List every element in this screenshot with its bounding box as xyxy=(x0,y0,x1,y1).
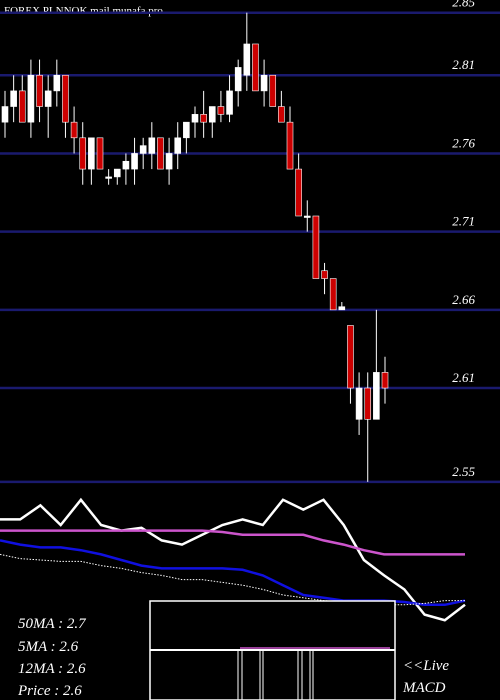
annotation: 50MA : 2.7 xyxy=(18,616,87,632)
candle-body xyxy=(329,278,337,311)
y-tick-label: 2.61 xyxy=(452,370,475,385)
annotation: 12MA : 2.6 xyxy=(18,661,86,677)
annotation: 5MA : 2.6 xyxy=(18,639,79,655)
candle-body xyxy=(183,121,190,139)
y-tick-label: 2.76 xyxy=(452,135,475,150)
candle-body xyxy=(131,153,138,170)
macd-bar xyxy=(309,649,314,700)
candle-body xyxy=(217,106,225,115)
candle-body xyxy=(252,43,259,92)
annotation: MACD xyxy=(402,680,446,696)
candle-body xyxy=(243,43,251,76)
macd-box xyxy=(149,600,396,700)
candle-body xyxy=(122,160,130,170)
candle-body xyxy=(286,121,294,170)
y-tick-label: 2.71 xyxy=(452,214,475,229)
candle-body xyxy=(18,90,26,123)
candle-body xyxy=(88,137,95,170)
candle-body xyxy=(44,90,52,107)
annotation: <<Live xyxy=(403,658,449,674)
candle-body xyxy=(321,270,328,279)
candle-body xyxy=(226,90,233,115)
candle-body xyxy=(381,372,389,389)
candle-body xyxy=(105,176,112,179)
candle-body xyxy=(1,106,9,123)
candle-body xyxy=(70,121,78,139)
candle-body xyxy=(269,74,277,107)
candle-body xyxy=(191,114,199,123)
candle-body xyxy=(260,74,268,92)
candle-body xyxy=(303,215,311,218)
candle-body xyxy=(113,168,121,178)
candle-body xyxy=(53,74,61,92)
indicator-line xyxy=(0,497,466,622)
candle-body xyxy=(27,74,35,123)
candle-body xyxy=(295,168,302,217)
candle-body xyxy=(234,67,242,92)
candle-body xyxy=(174,137,182,154)
candle-body xyxy=(79,137,87,170)
y-tick-label: 2.81 xyxy=(452,57,475,72)
candle-body xyxy=(200,114,207,123)
macd-bar xyxy=(259,649,264,700)
macd-bar xyxy=(297,649,303,700)
y-tick-label: 2.55 xyxy=(452,464,475,479)
candle-body xyxy=(347,325,354,389)
candle-body xyxy=(208,106,216,123)
y-tick-label: 2.85 xyxy=(452,0,475,10)
indicator-line xyxy=(0,529,465,556)
chart-title: FOREX PLNNOK mail.munafa.pro xyxy=(4,5,163,17)
candle-body xyxy=(62,74,69,123)
candle-body xyxy=(165,153,173,170)
candle-body xyxy=(139,145,147,154)
macd-bar xyxy=(237,649,243,700)
candle-body xyxy=(364,387,372,420)
indicator-line xyxy=(0,553,465,606)
candle-body xyxy=(148,137,156,154)
y-tick-label: 2.66 xyxy=(452,292,475,307)
candle-body xyxy=(355,387,363,420)
candle-body xyxy=(157,137,164,170)
candle-body xyxy=(96,137,104,170)
candle-body xyxy=(373,372,380,420)
candle-body xyxy=(312,215,320,279)
candle-body xyxy=(278,106,285,123)
annotation: Price : 2.6 xyxy=(17,683,82,699)
candle-body xyxy=(36,74,43,107)
candle-body xyxy=(10,90,17,107)
candle-body xyxy=(338,306,346,311)
